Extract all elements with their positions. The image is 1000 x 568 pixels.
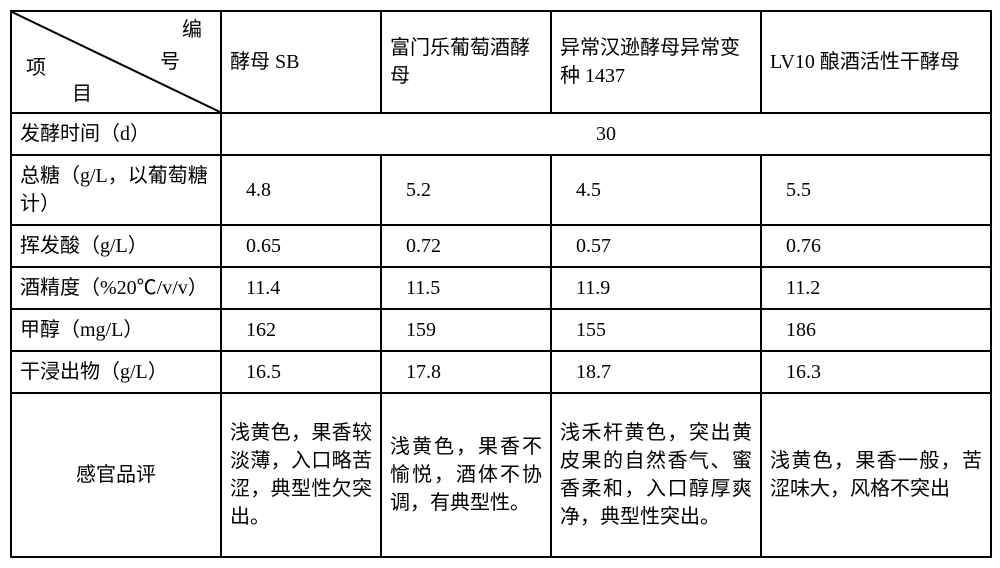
row-extract: 干浸出物（g/L） 16.5 17.8 18.7 16.3: [11, 351, 991, 393]
sensory-v2: 浅黄色，果香不愉悦，酒体不协调，有典型性。: [381, 393, 551, 557]
label-extract: 干浸出物（g/L）: [11, 351, 221, 393]
extract-v2: 17.8: [381, 351, 551, 393]
sugar-v3: 4.5: [551, 155, 761, 225]
extract-v1: 16.5: [221, 351, 381, 393]
col-header-4: LV10 酿酒活性干酵母: [761, 11, 991, 113]
alc-v3: 11.9: [551, 267, 761, 309]
value-ferment: 30: [221, 113, 991, 155]
row-volacid: 挥发酸（g/L） 0.65 0.72 0.57 0.76: [11, 225, 991, 267]
meth-v2: 159: [381, 309, 551, 351]
meth-v3: 155: [551, 309, 761, 351]
row-meth: 甲醇（mg/L） 162 159 155 186: [11, 309, 991, 351]
label-ferment: 发酵时间（d）: [11, 113, 221, 155]
volacid-v4: 0.76: [761, 225, 991, 267]
row-alc: 酒精度（%20℃/v/v） 11.4 11.5 11.9 11.2: [11, 267, 991, 309]
alc-v4: 11.2: [761, 267, 991, 309]
label-meth: 甲醇（mg/L）: [11, 309, 221, 351]
header-row: 编 号 项 目 酵母 SB 富门乐葡萄酒酵母 异常汉逊酵母异常变种 1437 L…: [11, 11, 991, 113]
meth-v4: 186: [761, 309, 991, 351]
col-header-3: 异常汉逊酵母异常变种 1437: [551, 11, 761, 113]
extract-v4: 16.3: [761, 351, 991, 393]
label-volacid: 挥发酸（g/L）: [11, 225, 221, 267]
sugar-v1: 4.8: [221, 155, 381, 225]
diagonal-header-cell: 编 号 项 目: [11, 11, 221, 113]
row-sensory: 感官品评 浅黄色，果香较淡薄，入口略苦涩，典型性欠突出。 浅黄色，果香不愉悦，酒…: [11, 393, 991, 557]
alc-v1: 11.4: [221, 267, 381, 309]
sensory-v3: 浅禾杆黄色，突出黄皮果的自然香气、蜜香柔和，入口醇厚爽净，典型性突出。: [551, 393, 761, 557]
sensory-v1: 浅黄色，果香较淡薄，入口略苦涩，典型性欠突出。: [221, 393, 381, 557]
label-sensory: 感官品评: [11, 393, 221, 557]
row-sugar: 总糖（g/L，以葡萄糖计） 4.8 5.2 4.5 5.5: [11, 155, 991, 225]
header-diag-top1: 编: [182, 16, 202, 44]
data-table: 编 号 项 目 酵母 SB 富门乐葡萄酒酵母 异常汉逊酵母异常变种 1437 L…: [10, 10, 992, 558]
header-diag-bot2: 目: [72, 80, 92, 108]
col-header-1: 酵母 SB: [221, 11, 381, 113]
header-diag-bot1: 项: [26, 54, 46, 82]
label-alc: 酒精度（%20℃/v/v）: [11, 267, 221, 309]
sugar-v4: 5.5: [761, 155, 991, 225]
col-header-2: 富门乐葡萄酒酵母: [381, 11, 551, 113]
extract-v3: 18.7: [551, 351, 761, 393]
volacid-v2: 0.72: [381, 225, 551, 267]
header-diag-top2: 号: [160, 48, 180, 76]
volacid-v3: 0.57: [551, 225, 761, 267]
row-ferment: 发酵时间（d） 30: [11, 113, 991, 155]
sugar-v2: 5.2: [381, 155, 551, 225]
volacid-v1: 0.65: [221, 225, 381, 267]
sensory-v4: 浅黄色，果香一般，苦涩味大，风格不突出: [761, 393, 991, 557]
meth-v1: 162: [221, 309, 381, 351]
label-sugar: 总糖（g/L，以葡萄糖计）: [11, 155, 221, 225]
alc-v2: 11.5: [381, 267, 551, 309]
